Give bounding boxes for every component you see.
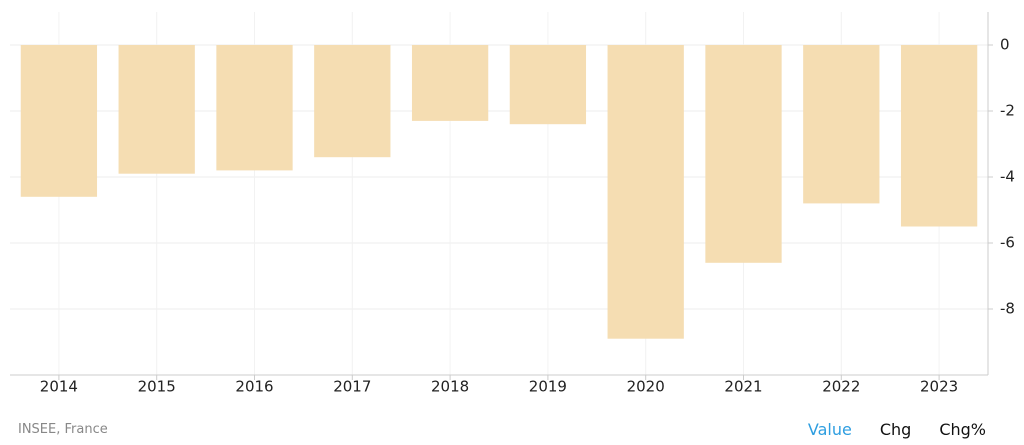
x-tick-label: 2023 <box>920 378 958 396</box>
bar <box>314 45 391 158</box>
bar <box>118 45 195 174</box>
source: INSEE, France <box>18 422 108 437</box>
x-tick-label: 2014 <box>40 378 78 396</box>
tab[interactable]: Value <box>807 420 852 439</box>
tab[interactable]: Chg <box>879 420 912 439</box>
x-tick-label: 2018 <box>431 378 469 396</box>
x-tick-label: 2015 <box>138 378 176 396</box>
x-tick-label: 2022 <box>822 378 860 396</box>
bar <box>900 45 978 227</box>
x-tick-label: 2019 <box>529 378 567 396</box>
bar <box>411 45 489 121</box>
tabs: Value Chg Chg% <box>808 420 986 439</box>
bar <box>803 45 880 204</box>
x-tick-label: 2020 <box>627 378 665 396</box>
bar <box>20 45 98 197</box>
y-tick-label: -2 <box>1000 102 1015 120</box>
x-tick-label: 2021 <box>724 378 762 396</box>
tab[interactable]: Chg% <box>939 420 986 439</box>
x-tick-label: 2016 <box>235 378 273 396</box>
bar <box>216 45 293 171</box>
chart: 0 -2 -4 -6 -8 2014 2015 2016 2017 2018 2019 2020 202… <box>10 12 1015 396</box>
bar <box>607 45 684 339</box>
bar <box>509 45 587 125</box>
bar <box>705 45 782 263</box>
y-tick-label: -8 <box>1000 300 1015 318</box>
y-tick-label: 0 <box>1000 36 1010 54</box>
y-tick-label: -6 <box>1000 234 1015 252</box>
x-tick-label: 2017 <box>333 378 371 396</box>
y-tick-label: -4 <box>1000 168 1015 186</box>
